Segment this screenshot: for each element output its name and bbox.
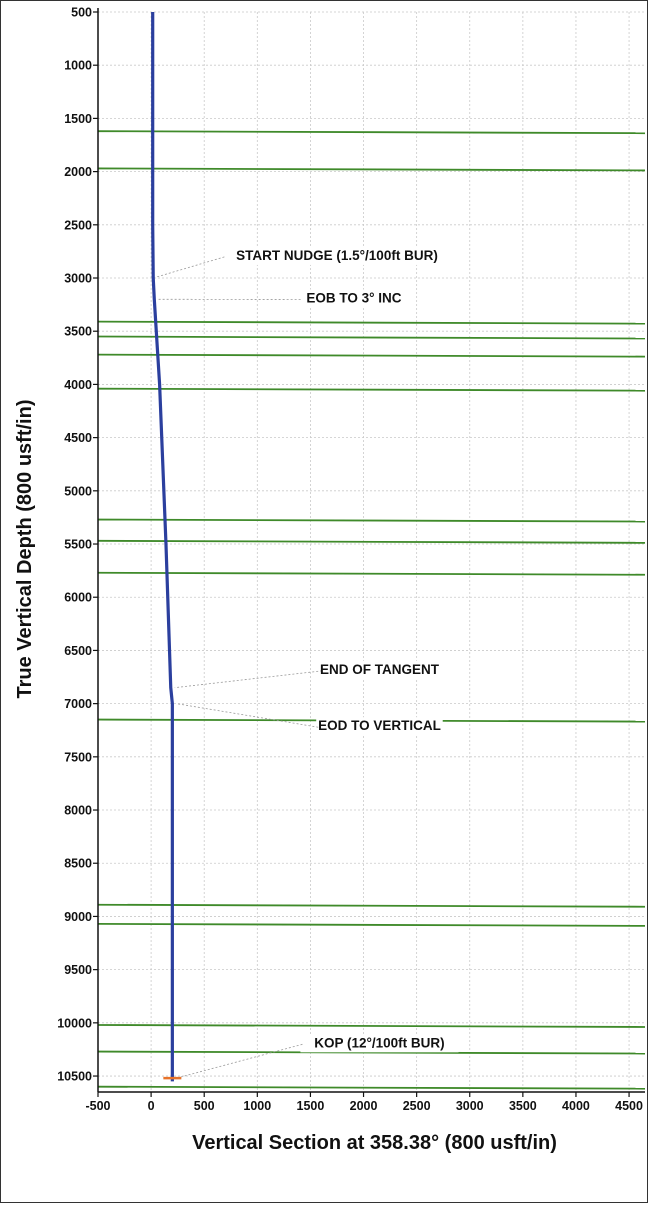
- y-axis-title: True Vertical Depth (800 usft/in): [14, 400, 36, 699]
- x-tick-label: 2000: [350, 1099, 378, 1113]
- y-tick-label: 9500: [64, 963, 92, 977]
- y-tick-label: 3000: [64, 272, 92, 286]
- y-tick-label: 8000: [64, 804, 92, 818]
- annotation-leader: [156, 256, 225, 278]
- well-path-line: [151, 12, 174, 1082]
- y-tick-label: 6500: [64, 644, 92, 658]
- annotation-bg: [320, 660, 439, 679]
- y-tick-label: 9000: [64, 910, 92, 924]
- formation-line: [97, 130, 646, 135]
- y-tick-label: 7500: [64, 750, 92, 764]
- y-tick-label: 2000: [64, 165, 92, 179]
- y-tick-label: 8500: [64, 857, 92, 871]
- y-tick-labels: 500 1000 1500 2000 2500 3000 3500 4000 4500 5000 5…: [57, 6, 98, 1084]
- annotation-bg: [298, 289, 410, 308]
- y-tick-label: 4500: [64, 431, 92, 445]
- annotation-leader: [176, 703, 319, 728]
- y-tick-label: 2500: [64, 218, 92, 232]
- annotation-label: START NUDGE (1.5°/100ft BUR): [236, 248, 438, 263]
- x-tick-label: -500: [85, 1099, 110, 1113]
- annotation-label: EOB TO 3° INC: [306, 290, 401, 305]
- y-tick-label: 6000: [64, 591, 92, 605]
- formation-lines: [97, 130, 646, 1090]
- y-tick-label: 3500: [64, 325, 92, 339]
- formation-line: [97, 167, 646, 172]
- formation-line: [97, 571, 646, 576]
- formation-line: [97, 335, 646, 340]
- x-tick-label: 3000: [456, 1099, 484, 1113]
- annotation-bg: [300, 1034, 459, 1053]
- formation-line: [97, 1024, 646, 1028]
- formation-line: [97, 539, 646, 544]
- x-axis-title: Vertical Section at 358.38° (800 usft/in…: [192, 1132, 557, 1154]
- annotation-label: KOP (12°/100ft BUR): [314, 1035, 444, 1050]
- y-tick-label: 500: [71, 6, 92, 20]
- x-tick-label: 1500: [297, 1099, 325, 1113]
- x-tick-label: 4000: [562, 1099, 590, 1113]
- y-tick-label: 1000: [64, 59, 92, 73]
- formation-line: [97, 320, 646, 325]
- annotation-leader: [174, 670, 323, 689]
- x-tick-labels: -500 0 500 1000 1500 2000 2500 3000 3500 4000 4500: [85, 1092, 643, 1113]
- formation-line: [97, 903, 646, 908]
- annotation-bg: [222, 246, 452, 265]
- annotation-label: END OF TANGENT: [320, 662, 440, 677]
- formation-line: [97, 922, 646, 927]
- annotation-leader: [176, 1043, 303, 1079]
- y-tick-label: 10500: [57, 1070, 92, 1084]
- annotation-bg: [316, 717, 443, 736]
- formation-line: [97, 1050, 646, 1055]
- y-tick-label: 4000: [64, 378, 92, 392]
- x-tick-label: 1000: [243, 1099, 271, 1113]
- formation-line: [97, 518, 646, 523]
- formation-line: [97, 353, 646, 358]
- formation-line: [97, 1085, 646, 1090]
- y-tick-label: 5500: [64, 538, 92, 552]
- y-tick-label: 7000: [64, 697, 92, 711]
- grid-lines: [97, 11, 645, 1092]
- formation-line: [97, 387, 646, 392]
- y-tick-label: 1500: [64, 112, 92, 126]
- x-tick-label: 4500: [615, 1099, 643, 1113]
- x-tick-label: 0: [148, 1099, 155, 1113]
- y-tick-label: 10000: [57, 1016, 92, 1030]
- x-tick-label: 2500: [403, 1099, 431, 1113]
- x-tick-label: 500: [194, 1099, 215, 1113]
- x-tick-label: 3500: [509, 1099, 537, 1113]
- y-tick-label: 5000: [64, 484, 92, 498]
- annotations: START NUDGE (1.5°/100ft BUR) EOB TO 3° IN…: [156, 246, 459, 1079]
- annotation-label: EOD TO VERTICAL: [318, 718, 441, 733]
